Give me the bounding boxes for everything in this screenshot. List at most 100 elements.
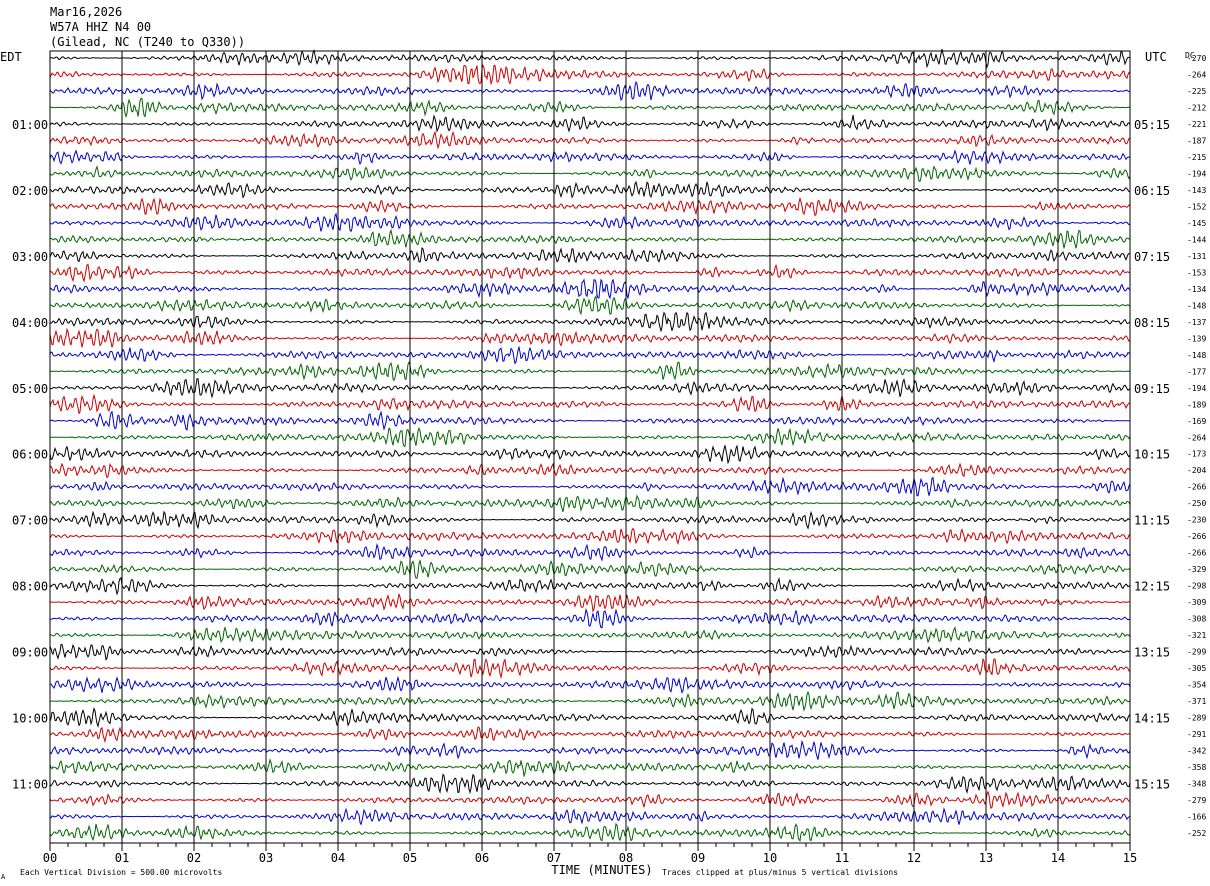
corner-mark: A: [1, 873, 6, 881]
trace-line: [49, 822, 1131, 842]
trace-line: [49, 246, 1131, 264]
trace-line: [49, 559, 1131, 579]
trace-group: [49, 48, 1131, 842]
trace-line: [49, 542, 1131, 562]
dc-offset-label: -204: [1187, 466, 1206, 475]
dc-offset-label: -212: [1187, 103, 1206, 112]
trace-line: [49, 510, 1131, 530]
trace-line: [50, 360, 1131, 382]
grid-group: [49, 50, 1131, 851]
dc-offset-label: -166: [1187, 813, 1206, 822]
right-hour-label: 15:15: [1134, 778, 1170, 792]
x-tick-label: 05: [403, 851, 417, 865]
dc-offset-label: -187: [1187, 136, 1206, 145]
dc-offset-label: -348: [1187, 780, 1206, 789]
dc-offset-label: -173: [1187, 450, 1206, 459]
dc-offset-label: -189: [1187, 400, 1206, 409]
right-hour-label: 12:15: [1134, 580, 1170, 594]
trace-line: [49, 311, 1131, 333]
right-hour-label: 08:15: [1134, 316, 1170, 330]
trace-line: [49, 196, 1131, 217]
trace-line: [49, 97, 1131, 119]
x-tick-label: 09: [691, 851, 705, 865]
left-hour-label: 10:00: [12, 712, 48, 726]
dc-offset-label: -289: [1187, 714, 1206, 723]
dc-offset-label: -215: [1187, 153, 1206, 162]
right-hour-label: 11:15: [1134, 514, 1170, 528]
dc-offset-label: -250: [1187, 499, 1206, 508]
trace-line: [49, 80, 1131, 101]
dc-offset-label: -143: [1187, 186, 1206, 195]
trace-line: [49, 377, 1131, 399]
trace-line: [49, 345, 1131, 365]
dc-offset-label: -153: [1187, 268, 1206, 277]
left-hour-label: 09:00: [12, 646, 48, 660]
trace-line: [49, 726, 1130, 744]
dc-offset-label: -264: [1187, 70, 1206, 79]
dc-offset-label: -371: [1187, 697, 1206, 706]
dc-offset-label: -354: [1187, 681, 1206, 690]
dc-offset-label: -177: [1187, 367, 1206, 376]
dc-offset-label: -305: [1187, 664, 1206, 673]
dc-offset-label: -358: [1187, 763, 1206, 772]
dc-column-label: DC: [1185, 51, 1195, 60]
x-tick-label: 00: [43, 851, 57, 865]
right-hour-label: 09:15: [1134, 382, 1170, 396]
dc-offset-label: -266: [1187, 549, 1206, 558]
trace-line: [49, 527, 1131, 545]
dc-offset-label: -299: [1187, 648, 1206, 657]
trace-line: [49, 212, 1131, 233]
trace-line: [49, 675, 1131, 694]
dc-offset-label: -152: [1187, 202, 1206, 211]
dc-offset-label: -264: [1187, 433, 1206, 442]
dc-offset-label: -194: [1187, 169, 1206, 178]
trace-line: [49, 64, 1131, 86]
trace-line: [49, 657, 1131, 680]
dc-offset-label: -230: [1187, 516, 1206, 525]
right-hour-label: 05:15: [1134, 118, 1170, 132]
x-tick-label: 06: [475, 851, 489, 865]
trace-line: [49, 739, 1131, 760]
left-hour-label: 05:00: [12, 382, 48, 396]
trace-line: [49, 278, 1131, 300]
trace-line: [49, 807, 1131, 826]
vertical-division-note: Each Vertical Division = 500.00 microvol…: [20, 868, 222, 877]
x-tick-label: 02: [187, 851, 201, 865]
dc-offset-label: -252: [1187, 829, 1206, 838]
trace-line: [50, 592, 1131, 613]
label-group: -270 -264 -225 -212 -221 -187 -215 -194 -143 -152…: [0, 50, 1206, 881]
dc-offset-label: -194: [1187, 384, 1206, 393]
left-hour-label: 04:00: [12, 316, 48, 330]
left-timezone-label: EDT: [0, 50, 22, 64]
trace-line: [49, 294, 1131, 316]
trace-line: [49, 643, 1130, 661]
dc-offset-label: -148: [1187, 301, 1206, 310]
header-location: (Gilead, NC (T240 to Q330)): [50, 35, 246, 49]
x-tick-label: 04: [331, 851, 345, 865]
dc-offset-label: -329: [1187, 565, 1206, 574]
dc-offset-label: -298: [1187, 582, 1206, 591]
dc-offset-label: -134: [1187, 285, 1206, 294]
x-tick-label: 08: [619, 851, 633, 865]
x-tick-label: 13: [979, 851, 993, 865]
right-timezone-label: UTC: [1145, 50, 1167, 64]
dc-offset-label: -309: [1187, 598, 1206, 607]
trace-line: [50, 426, 1131, 447]
trace-line: [49, 165, 1131, 182]
trace-line: [49, 180, 1131, 199]
dc-offset-label: -266: [1187, 483, 1206, 492]
left-hour-label: 02:00: [12, 184, 48, 198]
x-tick-label: 01: [115, 851, 129, 865]
dc-offset-label: -342: [1187, 747, 1206, 756]
dc-offset-label: -145: [1187, 219, 1206, 228]
trace-line: [49, 462, 1131, 479]
left-hour-label: 06:00: [12, 448, 48, 462]
right-hour-label: 10:15: [1134, 448, 1170, 462]
trace-line: [49, 114, 1131, 133]
x-tick-label: 10: [763, 851, 777, 865]
header-date: Mar16,2026: [50, 5, 123, 19]
dc-offset-label: -291: [1187, 730, 1206, 739]
trace-line: [49, 773, 1131, 795]
x-tick-label: 03: [259, 851, 273, 865]
